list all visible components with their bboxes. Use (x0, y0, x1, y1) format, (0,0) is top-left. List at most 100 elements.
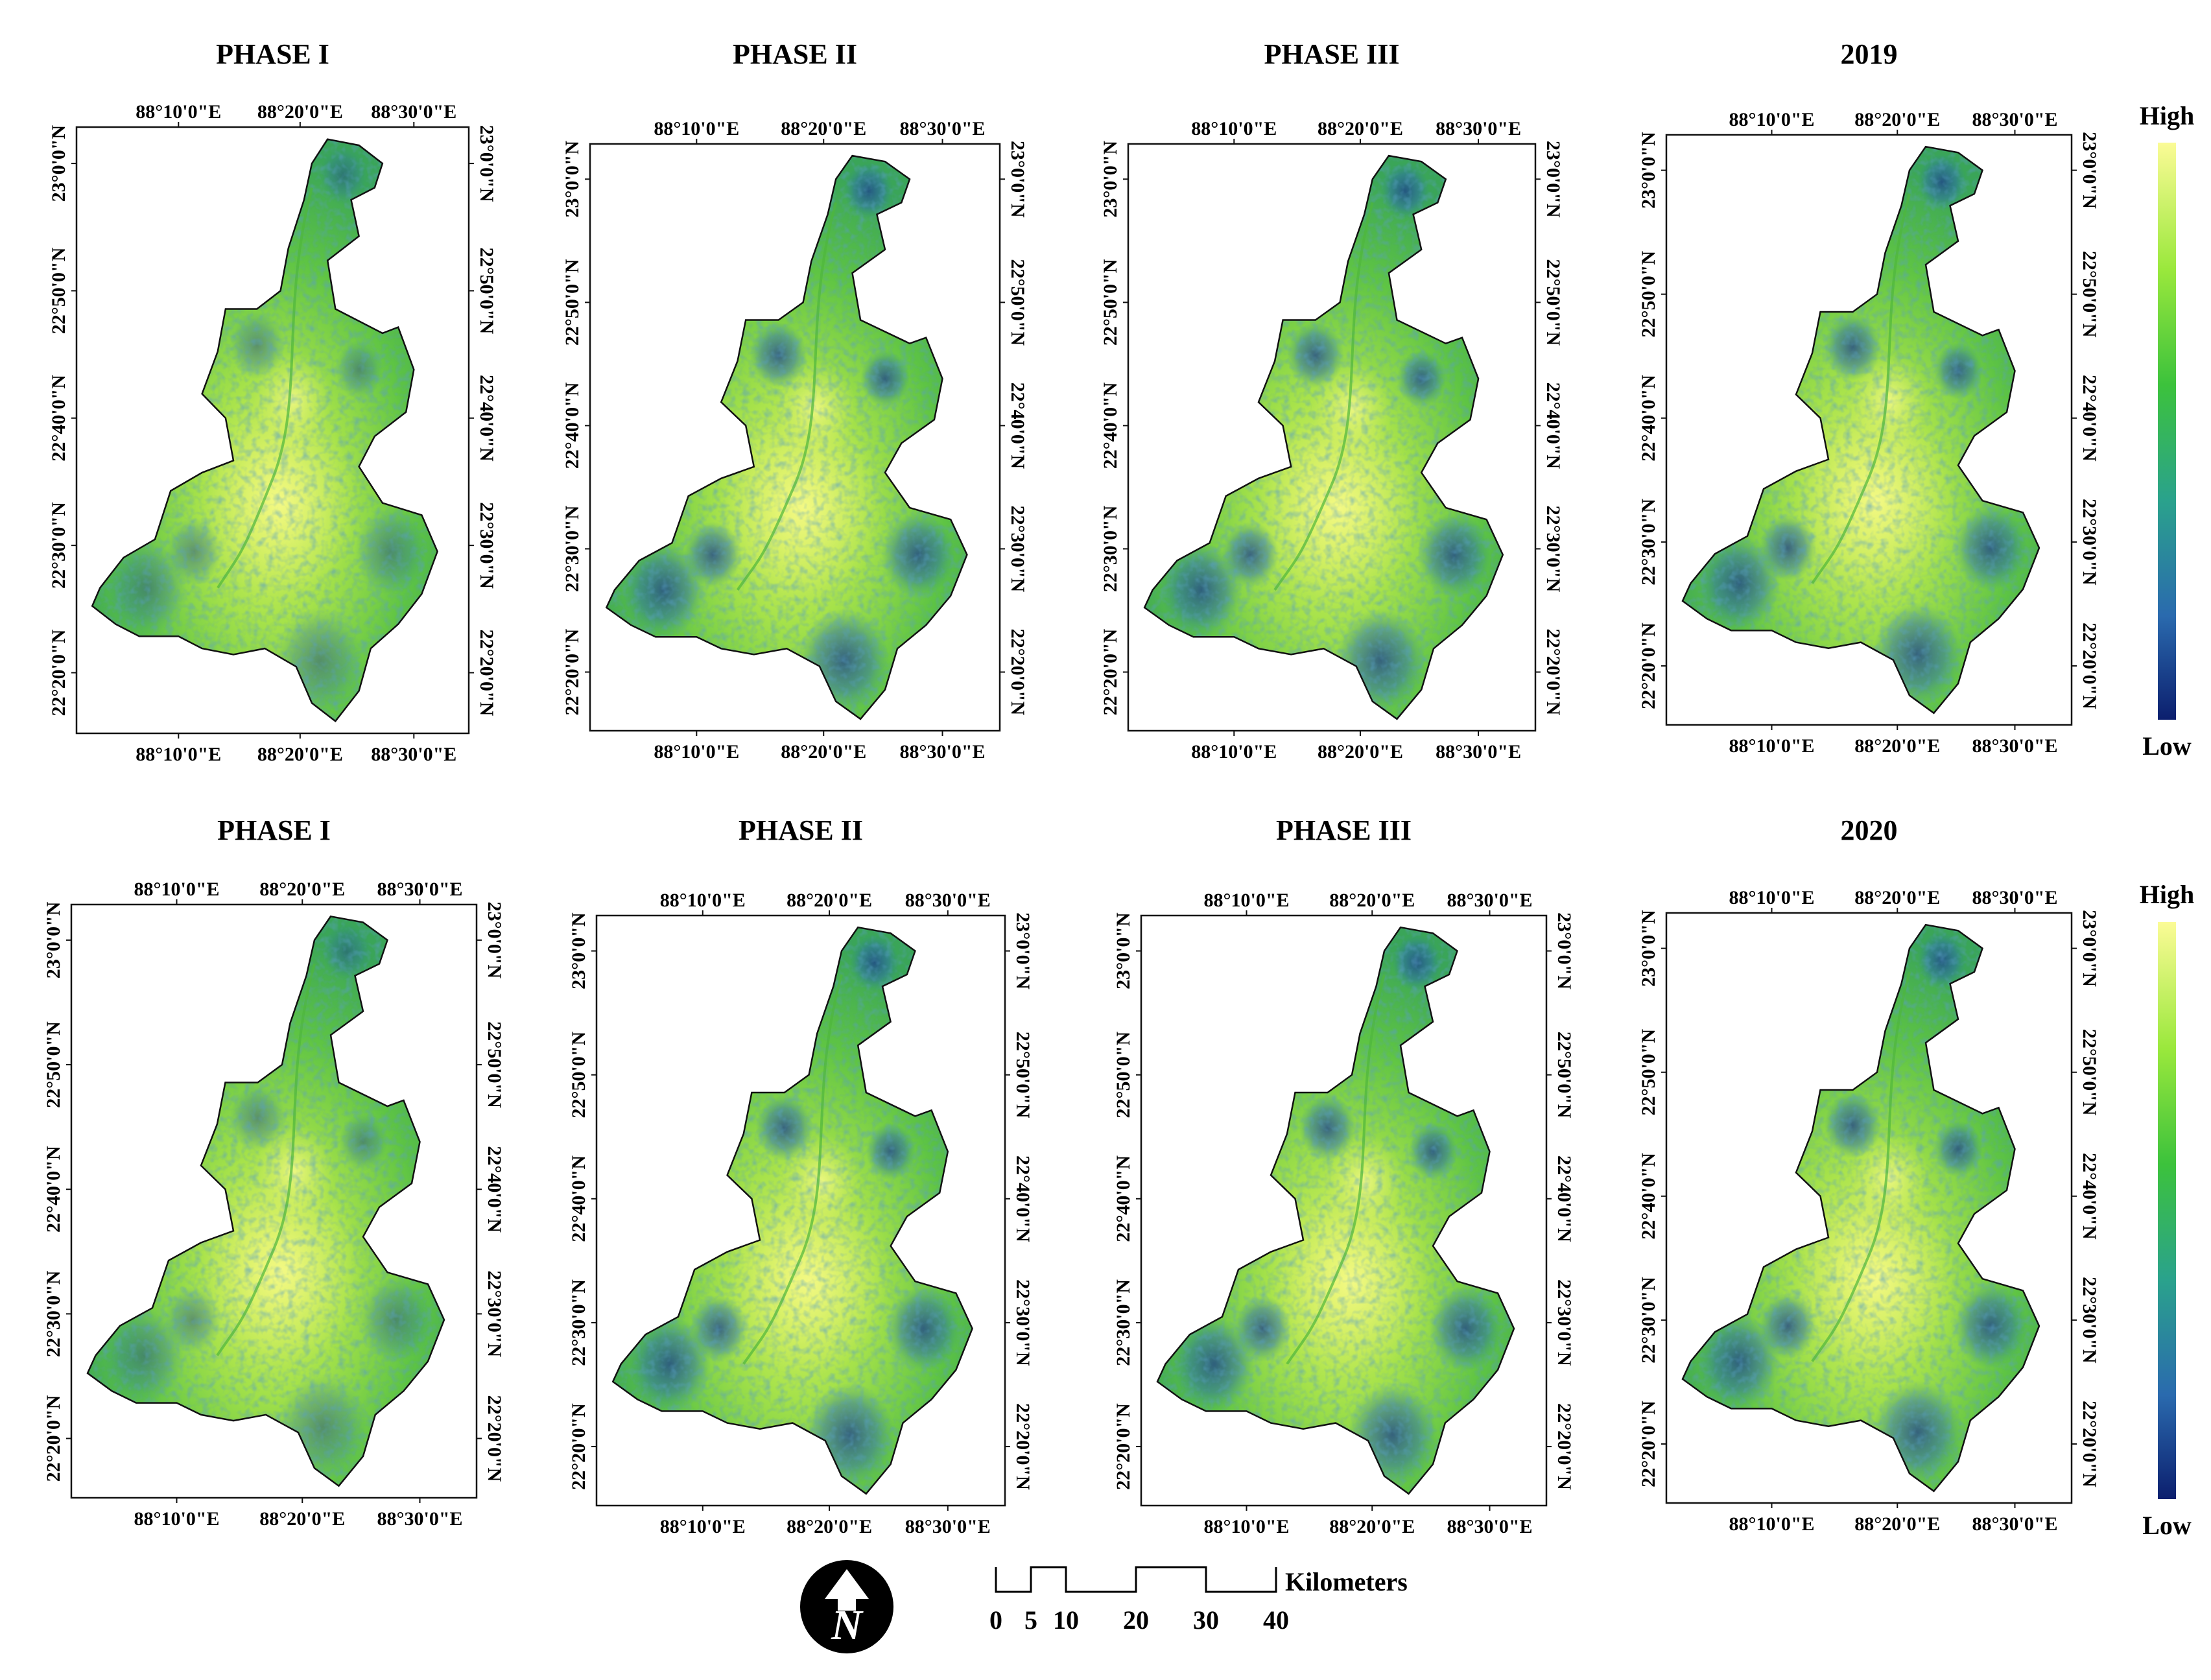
lat-label-right: 22°30'0"N (2079, 499, 2100, 586)
river-line (216, 963, 316, 1356)
legend-low-label: Low (2142, 1511, 2192, 1540)
lat-label-left: 22°30'0"N (568, 1279, 589, 1366)
lon-label-bottom: 88°20'0"E (1329, 1516, 1415, 1537)
lon-label-bottom: 88°20'0"E (1854, 735, 1940, 757)
lon-label-top: 88°20'0"E (259, 879, 345, 900)
lat-label-right: 22°50'0"N (1543, 259, 1564, 346)
lat-label-right: 23°0'0"N (1543, 141, 1564, 218)
lon-label-top: 88°10'0"E (1191, 118, 1277, 139)
lat-label-left: 22°40'0"N (568, 1155, 589, 1242)
lat-label-right: 22°40'0"N (1012, 1155, 1034, 1242)
lat-label-right: 22°20'0"N (1554, 1403, 1575, 1490)
lon-label-top: 88°20'0"E (786, 890, 872, 911)
lon-label-bottom: 88°30'0"E (1972, 735, 2058, 757)
lat-label-right: 22°20'0"N (2079, 622, 2100, 709)
scale-tick-10: 10 (1053, 1605, 1079, 1635)
study-area-outline (1681, 923, 2040, 1493)
lon-label-top: 88°30'0"E (1972, 109, 2058, 130)
panel-title: PHASE II (739, 814, 863, 846)
lon-label-bottom: 88°10'0"E (1729, 1513, 1815, 1535)
lon-label-top: 88°10'0"E (654, 118, 739, 139)
lat-label-left: 23°0'0"N (568, 912, 589, 989)
lat-label-left: 22°30'0"N (1100, 505, 1121, 592)
scale-bar: Kilometers 0 5 10 20 30 40 (989, 1566, 1408, 1635)
scale-tick-5: 5 (1024, 1605, 1037, 1635)
lat-label-left: 22°20'0"N (1638, 1401, 1659, 1487)
lat-label-left: 23°0'0"N (1100, 141, 1121, 218)
lon-label-top: 88°10'0"E (1204, 890, 1290, 911)
lon-label-top: 88°30'0"E (1447, 890, 1533, 911)
lat-label-right: 22°50'0"N (1007, 259, 1028, 346)
lat-label-right: 22°50'0"N (484, 1021, 505, 1108)
lat-label-left: 23°0'0"N (1113, 912, 1134, 989)
lat-label-left: 22°50'0"N (1638, 1029, 1659, 1116)
lat-label-left: 22°50'0"N (562, 259, 583, 346)
map-panel: PHASE II 88°10'0"E 88°10'0"E 88°20'0"E 88°20… (562, 38, 1028, 763)
lon-label-bottom: 88°10'0"E (1191, 741, 1277, 763)
lat-label-left: 22°20'0"N (568, 1403, 589, 1490)
lon-label-bottom: 88°10'0"E (134, 1508, 220, 1530)
lat-label-left: 22°50'0"N (568, 1032, 589, 1118)
river-line (1811, 193, 1911, 584)
lat-label-left: 22°50'0"N (48, 247, 69, 334)
lat-label-left: 22°20'0"N (1100, 628, 1121, 715)
legend-high-label: High (2140, 101, 2194, 130)
lat-label-left: 22°20'0"N (562, 628, 583, 715)
river-line (1273, 202, 1374, 591)
lat-label-left: 22°40'0"N (1100, 382, 1121, 469)
map-panel: PHASE III 88°10'0"E 88°10'0"E 88°20'0"E 88°2… (1113, 814, 1575, 1537)
lat-label-left: 22°50'0"N (1113, 1032, 1134, 1118)
lon-label-bottom: 88°30'0"E (1436, 741, 1521, 763)
scale-tick-20: 20 (1123, 1605, 1149, 1635)
map-panel: PHASE II 88°10'0"E 88°10'0"E 88°20'0"E 88°20… (568, 814, 1034, 1537)
lat-label-right: 23°0'0"N (1007, 141, 1028, 218)
lat-label-right: 22°50'0"N (2079, 1029, 2100, 1116)
panel-title: 2020 (1841, 814, 1898, 846)
lon-label-bottom: 88°30'0"E (900, 741, 986, 763)
lon-label-top: 88°30'0"E (900, 118, 986, 139)
lat-label-left: 22°40'0"N (48, 375, 69, 462)
lat-label-right: 23°0'0"N (1554, 912, 1575, 989)
lat-label-right: 22°40'0"N (484, 1146, 505, 1233)
scale-tick-30: 30 (1193, 1605, 1219, 1635)
map-panel: PHASE III 88°10'0"E 88°10'0"E 88°20'0"E 88°2… (1100, 38, 1564, 763)
map-panel: 2020 88°10'0"E 88°10'0"E 88°20'0"E 88°20'0"E… (1638, 814, 2100, 1535)
lon-label-top: 88°20'0"E (1318, 118, 1403, 139)
lat-label-right: 22°30'0"N (1554, 1279, 1575, 1366)
lon-label-top: 88°10'0"E (660, 890, 746, 911)
lat-label-left: 22°20'0"N (1638, 622, 1659, 709)
north-arrow: N (800, 1560, 893, 1653)
lat-label-right: 22°20'0"N (1007, 629, 1028, 716)
lon-label-top: 88°30'0"E (1972, 887, 2058, 908)
lat-label-left: 22°50'0"N (1638, 251, 1659, 338)
lat-label-right: 22°20'0"N (1543, 629, 1564, 716)
lat-label-right: 22°40'0"N (1543, 383, 1564, 469)
study-area-outline (86, 915, 445, 1487)
panel-title: PHASE II (733, 38, 857, 70)
lon-label-bottom: 88°10'0"E (136, 744, 221, 765)
lon-label-top: 88°20'0"E (257, 101, 343, 123)
lat-label-right: 22°20'0"N (476, 630, 497, 716)
legend-top: High Low (2140, 101, 2194, 761)
lon-label-top: 88°10'0"E (134, 879, 220, 900)
lat-label-right: 23°0'0"N (484, 902, 505, 979)
lat-label-left: 23°0'0"N (43, 901, 64, 978)
study-area-outline (1156, 926, 1515, 1495)
lat-label-left: 22°20'0"N (43, 1395, 64, 1482)
lon-label-top: 88°20'0"E (781, 118, 866, 139)
lat-label-right: 22°40'0"N (2079, 1153, 2100, 1240)
lat-label-left: 22°30'0"N (48, 502, 69, 589)
river-line (1286, 974, 1386, 1365)
lat-label-right: 22°50'0"N (476, 248, 497, 335)
lon-label-top: 88°20'0"E (1854, 887, 1940, 908)
lat-label-left: 22°40'0"N (1638, 375, 1659, 462)
lon-label-top: 88°30'0"E (1436, 118, 1521, 139)
scale-tick-40: 40 (1263, 1605, 1289, 1635)
lat-label-left: 22°50'0"N (1100, 259, 1121, 346)
lat-label-right: 23°0'0"N (2079, 910, 2100, 987)
lat-label-left: 22°50'0"N (43, 1021, 64, 1108)
lon-label-bottom: 88°20'0"E (781, 741, 866, 763)
lat-label-right: 22°40'0"N (1007, 383, 1028, 469)
map-panel: PHASE I 88°10'0"E 88°10'0"E 88°20'0"E 88°20'… (48, 38, 497, 765)
